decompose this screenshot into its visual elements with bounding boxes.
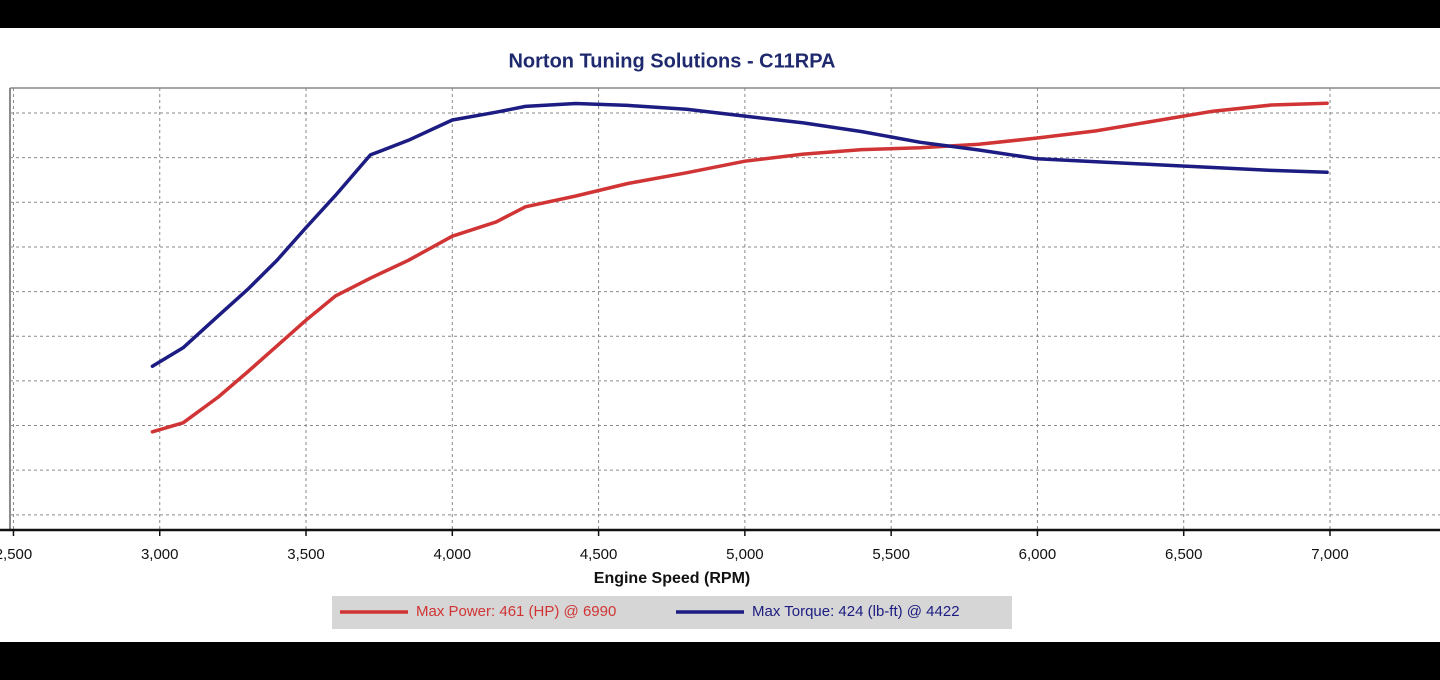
x-tick-label: 4,500 <box>580 546 618 563</box>
x-tick-label: 5,000 <box>726 546 764 563</box>
x-tick-label: 3,000 <box>141 546 179 563</box>
x-tick-label: 7,000 <box>1311 546 1349 563</box>
legend-label: Max Power: 461 (HP) @ 6990 <box>416 603 616 620</box>
legend: Max Power: 461 (HP) @ 6990 Max Torque: 42… <box>340 603 960 620</box>
x-tick-label: 2,500 <box>0 546 32 563</box>
x-tick-label: 5,500 <box>872 546 910 563</box>
legend-box <box>332 596 1012 629</box>
chart-background <box>0 28 1440 642</box>
x-tick-label: 6,000 <box>1019 546 1057 563</box>
legend-label: Max Torque: 424 (lb-ft) @ 4422 <box>752 603 960 620</box>
x-tick-label: 3,500 <box>287 546 325 563</box>
chart-title: Norton Tuning Solutions - C11RPA <box>508 50 835 72</box>
x-tick-label: 4,000 <box>434 546 472 563</box>
x-axis-label: Engine Speed (RPM) <box>594 570 750 587</box>
series-line <box>150 101 1329 434</box>
series-line <box>150 101 1329 368</box>
plot-lines <box>150 101 1329 434</box>
x-tick-label: 6,500 <box>1165 546 1203 563</box>
